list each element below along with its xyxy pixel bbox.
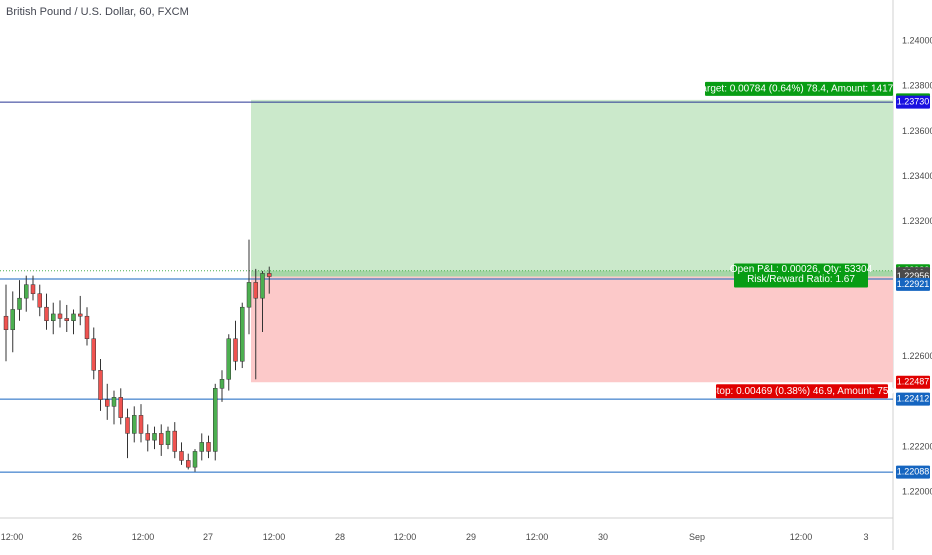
stop-label-group[interactable]: Stop: 0.00469 (0.38%) 46.9, Amount: 750 <box>710 384 894 399</box>
price-badge-text: 1.22412 <box>897 394 930 404</box>
candle-body[interactable] <box>226 338 231 380</box>
candle-body[interactable] <box>98 370 103 400</box>
price-badges[interactable]: 1.237401.237301.2298239:101.229561.22921… <box>896 93 930 479</box>
candle-body[interactable] <box>44 306 49 321</box>
price-badge-bg <box>896 277 930 291</box>
entry-band <box>251 270 893 277</box>
candle-body[interactable] <box>125 417 130 434</box>
candle-body[interactable] <box>37 293 42 308</box>
candle-body[interactable] <box>118 397 123 418</box>
chart-title: British Pound / U.S. Dollar, 60, FXCM <box>6 6 189 18</box>
candle-body[interactable] <box>186 460 191 468</box>
price-badge-bg <box>896 375 930 389</box>
target-label: Target: 0.00784 (0.64%) 78.4, Amount: 14… <box>696 84 902 95</box>
price-tick: 1.23800 <box>902 81 932 91</box>
price-badge-bg <box>896 465 930 479</box>
candle-body[interactable] <box>64 318 69 321</box>
candle-body[interactable] <box>179 451 184 461</box>
candle-body[interactable] <box>105 399 110 407</box>
price-badge-text: 1.22956 <box>897 271 930 281</box>
candle-body[interactable] <box>253 282 258 299</box>
candle-body[interactable] <box>233 338 238 362</box>
candle-body[interactable] <box>267 273 272 277</box>
candle-body[interactable] <box>3 315 9 330</box>
candle-body[interactable] <box>111 397 117 407</box>
price-tick: 1.22600 <box>902 351 932 361</box>
price-badge: 1.22412 <box>896 392 930 406</box>
time-label: 27 <box>203 532 213 542</box>
candle-body[interactable] <box>51 313 56 321</box>
price-badge: 1.22088 <box>896 465 930 479</box>
pnl-label: Open P&L: 0.00026, Qty: 53304 <box>730 264 873 275</box>
stop-label: Stop: 0.00469 (0.38%) 46.9, Amount: 750 <box>710 386 894 397</box>
candle-body[interactable] <box>91 338 96 371</box>
candle-body[interactable] <box>165 430 171 445</box>
candle-body[interactable] <box>10 309 15 330</box>
candle-body[interactable] <box>213 388 218 452</box>
stop-label-bg <box>716 384 888 399</box>
price-badge: 1.22487 <box>896 375 930 389</box>
candle-body[interactable] <box>84 315 90 339</box>
time-label: 26 <box>72 532 82 542</box>
time-label: 28 <box>335 532 345 542</box>
time-label: 29 <box>466 532 476 542</box>
candle-body[interactable] <box>159 433 164 445</box>
time-label: 12:00 <box>790 532 813 542</box>
candle-body[interactable] <box>132 415 137 434</box>
price-badge-text: 1.22487 <box>897 377 930 387</box>
candle-body[interactable] <box>152 433 157 441</box>
candle-body[interactable] <box>145 433 150 441</box>
time-label: 12:00 <box>1 532 24 542</box>
price-tick: 1.23400 <box>902 171 932 181</box>
pnl-label-group[interactable]: Open P&L: 0.00026, Qty: 53304 Risk/Rewar… <box>730 263 873 288</box>
candle-body[interactable] <box>57 313 63 319</box>
price-badge-bg <box>896 95 930 109</box>
candle-body[interactable] <box>192 451 198 468</box>
price-tick: 1.23600 <box>902 126 932 136</box>
profit-zone[interactable] <box>251 99 893 277</box>
time-label: 3 <box>863 532 868 542</box>
candle-body[interactable] <box>206 442 211 452</box>
candle-body[interactable] <box>260 273 265 299</box>
time-label: Sep <box>689 532 705 542</box>
price-badge-text: 1.23730 <box>897 97 930 107</box>
price-tick: 1.22000 <box>902 486 932 496</box>
candle-body[interactable] <box>71 313 76 321</box>
target-label-group[interactable]: Target: 0.00784 (0.64%) 78.4, Amount: 14… <box>696 81 902 96</box>
price-tick: 1.24000 <box>902 36 932 46</box>
time-label: 12:00 <box>394 532 417 542</box>
time-label: 12:00 <box>526 532 549 542</box>
candle-series[interactable] <box>3 239 272 472</box>
candle-body[interactable] <box>17 297 22 310</box>
candle-body[interactable] <box>246 282 252 308</box>
risk-reward-label: Risk/Reward Ratio: 1.67 <box>747 274 855 285</box>
time-label: 12:00 <box>263 532 286 542</box>
candle-body[interactable] <box>138 415 144 434</box>
price-badge-bg <box>896 392 930 406</box>
price-tick: 1.22200 <box>902 441 932 451</box>
price-badge: 1.22921 <box>896 277 930 291</box>
time-label: 30 <box>598 532 608 542</box>
price-badge: 1.23730 <box>896 95 930 109</box>
price-badge-text: 1.22921 <box>897 279 930 289</box>
price-tick: 1.23200 <box>902 216 932 226</box>
candle-body[interactable] <box>199 442 204 452</box>
candle-body[interactable] <box>240 306 245 362</box>
time-label: 12:00 <box>132 532 155 542</box>
candle-body[interactable] <box>78 313 83 317</box>
loss-zone[interactable] <box>251 276 893 383</box>
candle-body[interactable] <box>219 379 225 389</box>
pnl-label-bg <box>734 263 868 288</box>
candle-body[interactable] <box>30 284 36 294</box>
target-label-bg <box>705 81 893 96</box>
candle-body[interactable] <box>24 284 29 299</box>
time-axis[interactable]: 12:00 26 12:00 27 12:00 28 12:00 29 12:0… <box>1 532 869 542</box>
price-axis[interactable]: 1.24000 1.23800 1.23600 1.23400 1.23200 … <box>902 36 932 497</box>
price-badge-text: 1.22088 <box>897 467 930 477</box>
candle-body[interactable] <box>172 430 177 452</box>
